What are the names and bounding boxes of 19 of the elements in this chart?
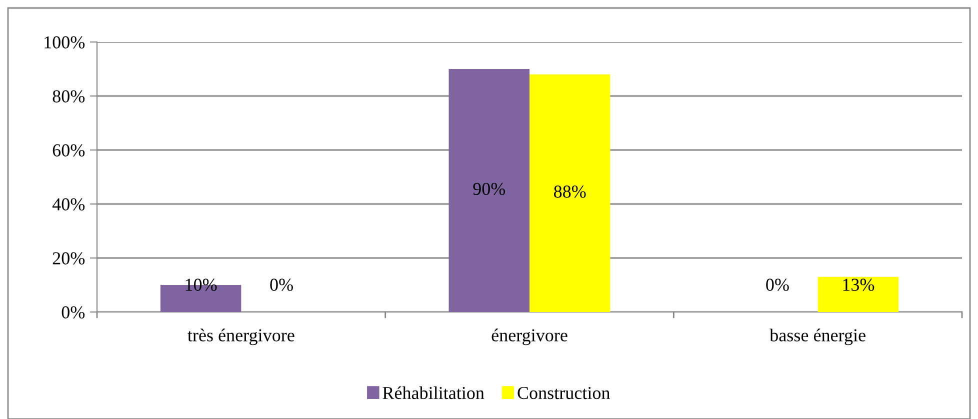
bar — [818, 276, 899, 312]
bar — [448, 69, 530, 312]
text: 88% — [554, 186, 586, 198]
y-tick-label: 0% — [62, 306, 85, 318]
y-tick-label: 20% — [52, 252, 85, 264]
text: 0% — [270, 278, 293, 291]
x-tick-label: très énergivore — [188, 328, 294, 346]
text: 13% — [843, 278, 874, 291]
legend-label: Construction — [518, 386, 610, 400]
x-tick-label: basse énergie — [770, 328, 866, 346]
x-tick-label: énergivore — [492, 328, 568, 346]
text: 0% — [766, 278, 789, 291]
y-tick-label: 80% — [52, 90, 85, 102]
y-tick-label: 100% — [44, 36, 85, 48]
legend-label: Réhabilitation — [382, 386, 484, 400]
y-tick-label: 60% — [52, 144, 85, 156]
bar — [530, 74, 610, 312]
y-tick-label: 40% — [52, 198, 85, 210]
text: 90% — [473, 182, 506, 196]
